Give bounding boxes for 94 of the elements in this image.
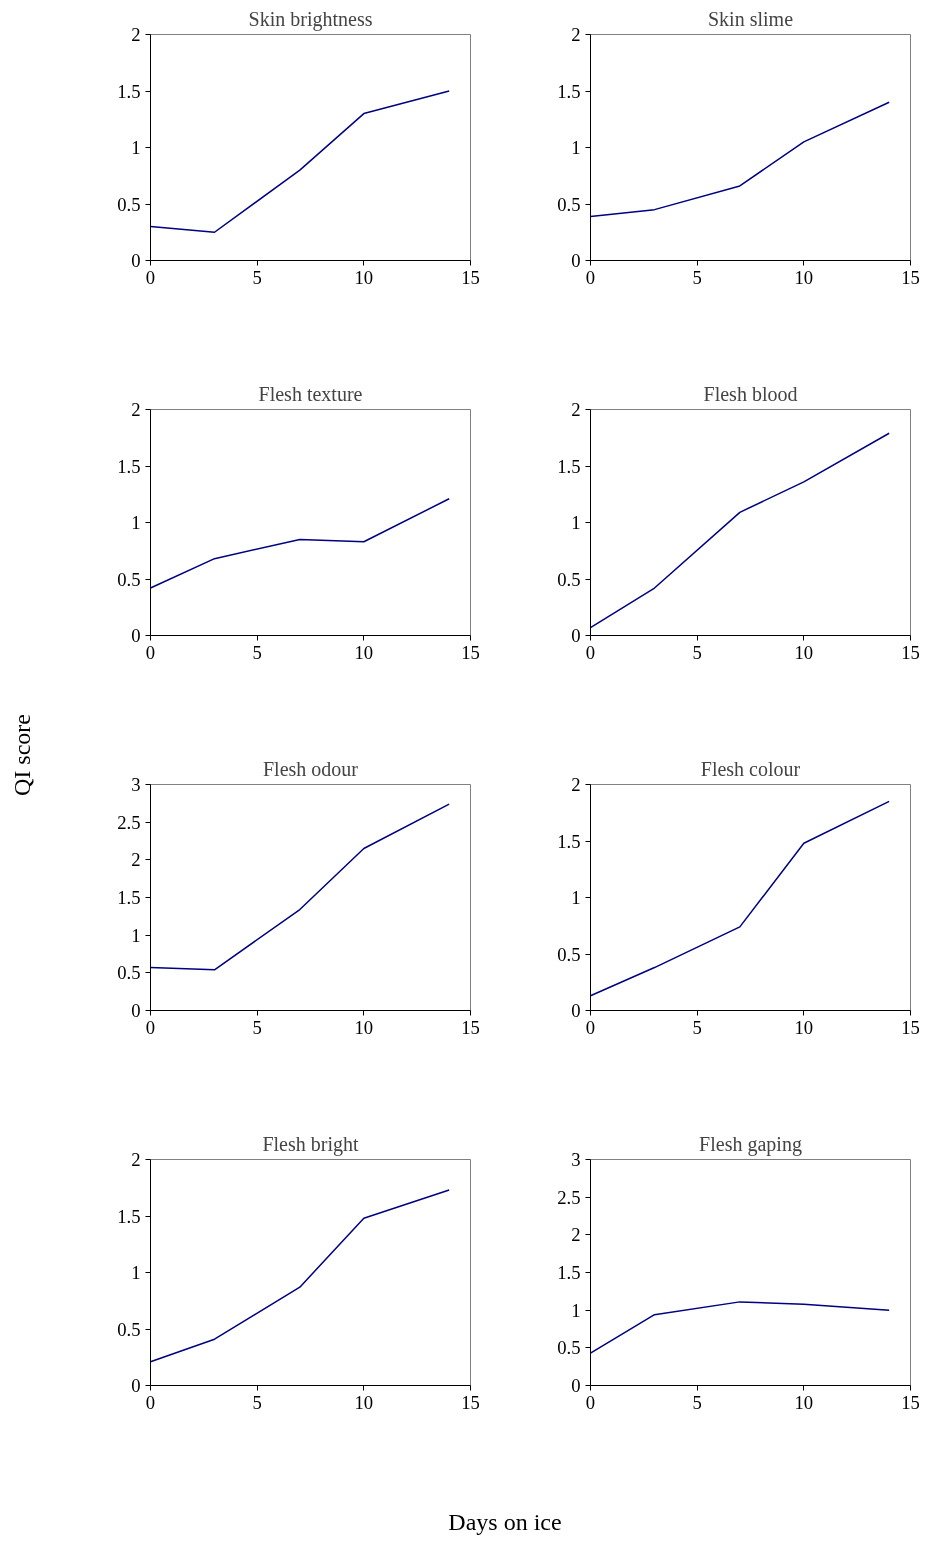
x-tick-label: 0 <box>585 641 596 663</box>
y-tick-label: 3 <box>571 1149 581 1170</box>
y-tick-label: 0.5 <box>557 1337 581 1359</box>
y-tick-label: 0.5 <box>117 1318 141 1340</box>
y-tick-label: 0 <box>131 625 141 646</box>
chart-title: Skin slime <box>708 7 794 30</box>
y-tick-label: 0 <box>571 1375 581 1396</box>
x-axis-title: Days on ice <box>448 1508 562 1537</box>
y-tick-label: 1 <box>131 512 141 533</box>
y-tick-label: 1.5 <box>117 80 141 102</box>
y-tick-label: 0.5 <box>557 568 581 590</box>
x-tick-label: 15 <box>901 1391 920 1413</box>
y-tick-label: 1 <box>571 1299 581 1321</box>
x-tick-label: 5 <box>692 1016 702 1038</box>
line-series <box>590 432 890 629</box>
x-tick-label: 0 <box>145 266 156 288</box>
y-tick-label: 1.5 <box>557 80 581 102</box>
x-tick-label: 0 <box>585 1391 596 1413</box>
x-tick-label: 10 <box>794 1391 814 1413</box>
y-tick-label: 0.5 <box>117 568 141 590</box>
y-tick-label: 1.5 <box>557 830 581 852</box>
y-tick-label: 0 <box>571 250 581 271</box>
y-tick-label: 2 <box>571 24 581 45</box>
x-tick-label: 5 <box>252 641 262 663</box>
x-tick-label: 15 <box>461 1016 480 1038</box>
x-tick-label: 0 <box>145 1016 156 1038</box>
x-tick-label: 0 <box>145 1391 156 1413</box>
x-tick-label: 10 <box>354 641 374 663</box>
y-tick-label: 2 <box>131 24 141 45</box>
y-tick-label: 2 <box>571 774 581 795</box>
x-tick-label: 5 <box>692 1391 702 1413</box>
x-tick-label: 5 <box>252 266 262 288</box>
y-tick-label: 1.5 <box>557 1262 581 1283</box>
x-tick-label: 0 <box>585 1016 596 1038</box>
x-tick-label: 10 <box>794 641 814 663</box>
y-axis-title: QI score <box>8 714 36 796</box>
x-tick-label: 15 <box>461 266 480 288</box>
chart-title: Flesh gaping <box>699 1132 802 1156</box>
line-series <box>150 803 450 971</box>
x-tick-label: 10 <box>794 1016 814 1038</box>
y-tick-label: 3 <box>131 774 141 795</box>
line-series <box>150 498 450 589</box>
x-tick-label: 10 <box>354 1391 374 1413</box>
x-tick-label: 15 <box>461 1391 480 1413</box>
y-tick-label: 1 <box>571 137 581 158</box>
x-tick-label: 15 <box>461 641 480 663</box>
chart-title: Flesh colour <box>700 757 801 780</box>
x-tick-label: 10 <box>354 266 374 288</box>
x-tick-label: 0 <box>145 641 156 663</box>
y-tick-label: 0 <box>571 1000 581 1021</box>
y-tick-label: 0 <box>131 1375 141 1396</box>
x-tick-label: 15 <box>901 266 920 288</box>
x-tick-label: 5 <box>692 266 702 288</box>
chart-title: Flesh bright <box>262 1132 359 1156</box>
y-tick-label: 2 <box>131 849 141 871</box>
chart-title: Flesh blood <box>703 382 798 405</box>
chart-title: Flesh odour <box>263 757 359 780</box>
y-tick-label: 0 <box>131 250 141 271</box>
y-tick-label: 0.5 <box>557 943 581 965</box>
chart-title: Skin brightness <box>248 7 373 31</box>
x-tick-label: 0 <box>585 266 596 288</box>
y-tick-label: 2.5 <box>117 811 141 833</box>
y-tick-label: 1 <box>131 137 141 158</box>
y-tick-label: 1.5 <box>117 887 141 908</box>
y-tick-label: 0.5 <box>557 193 581 215</box>
y-tick-label: 1 <box>571 887 581 908</box>
y-tick-label: 2.5 <box>557 1186 581 1208</box>
x-tick-label: 10 <box>794 266 814 288</box>
y-tick-label: 2 <box>571 399 581 420</box>
y-tick-label: 0.5 <box>117 193 141 215</box>
y-tick-label: 1.5 <box>557 455 581 477</box>
y-tick-label: 2 <box>131 399 141 420</box>
x-tick-label: 15 <box>901 641 920 663</box>
x-tick-label: 5 <box>252 1391 262 1413</box>
x-tick-label: 15 <box>901 1016 920 1038</box>
y-tick-label: 2 <box>571 1224 581 1246</box>
line-series <box>150 1189 450 1363</box>
y-tick-label: 1.5 <box>117 455 141 477</box>
line-series <box>590 1301 890 1354</box>
x-tick-label: 5 <box>252 1016 262 1038</box>
x-tick-label: 10 <box>354 1016 374 1038</box>
y-tick-label: 1 <box>131 1262 141 1283</box>
y-tick-label: 0 <box>571 625 581 646</box>
chart-title: Flesh texture <box>258 382 363 405</box>
line-series <box>590 800 890 997</box>
y-tick-label: 1 <box>131 924 141 946</box>
x-tick-label: 5 <box>692 641 702 663</box>
line-series <box>150 90 450 233</box>
y-tick-label: 1 <box>571 512 581 533</box>
y-tick-label: 0 <box>131 1000 141 1021</box>
y-tick-label: 1.5 <box>117 1205 141 1227</box>
y-tick-label: 2 <box>131 1149 141 1170</box>
y-tick-label: 0.5 <box>117 962 141 984</box>
line-series <box>590 101 890 218</box>
